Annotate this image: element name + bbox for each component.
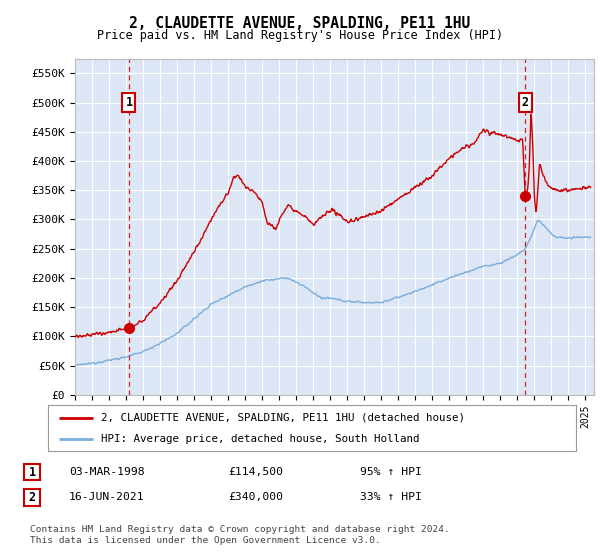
Text: 2, CLAUDETTE AVENUE, SPALDING, PE11 1HU: 2, CLAUDETTE AVENUE, SPALDING, PE11 1HU	[130, 16, 470, 31]
Text: HPI: Average price, detached house, South Holland: HPI: Average price, detached house, Sout…	[101, 435, 419, 444]
Text: £340,000: £340,000	[228, 492, 283, 502]
Text: 95% ↑ HPI: 95% ↑ HPI	[360, 467, 422, 477]
Text: 33% ↑ HPI: 33% ↑ HPI	[360, 492, 422, 502]
Text: 2: 2	[29, 491, 35, 504]
Text: 03-MAR-1998: 03-MAR-1998	[69, 467, 145, 477]
Text: 2: 2	[521, 96, 529, 109]
Text: 2, CLAUDETTE AVENUE, SPALDING, PE11 1HU (detached house): 2, CLAUDETTE AVENUE, SPALDING, PE11 1HU …	[101, 413, 465, 423]
Text: 1: 1	[29, 465, 35, 479]
Text: Price paid vs. HM Land Registry's House Price Index (HPI): Price paid vs. HM Land Registry's House …	[97, 29, 503, 42]
Text: Contains HM Land Registry data © Crown copyright and database right 2024.
This d: Contains HM Land Registry data © Crown c…	[30, 525, 450, 545]
Text: 1: 1	[125, 96, 133, 109]
Text: 16-JUN-2021: 16-JUN-2021	[69, 492, 145, 502]
Text: £114,500: £114,500	[228, 467, 283, 477]
